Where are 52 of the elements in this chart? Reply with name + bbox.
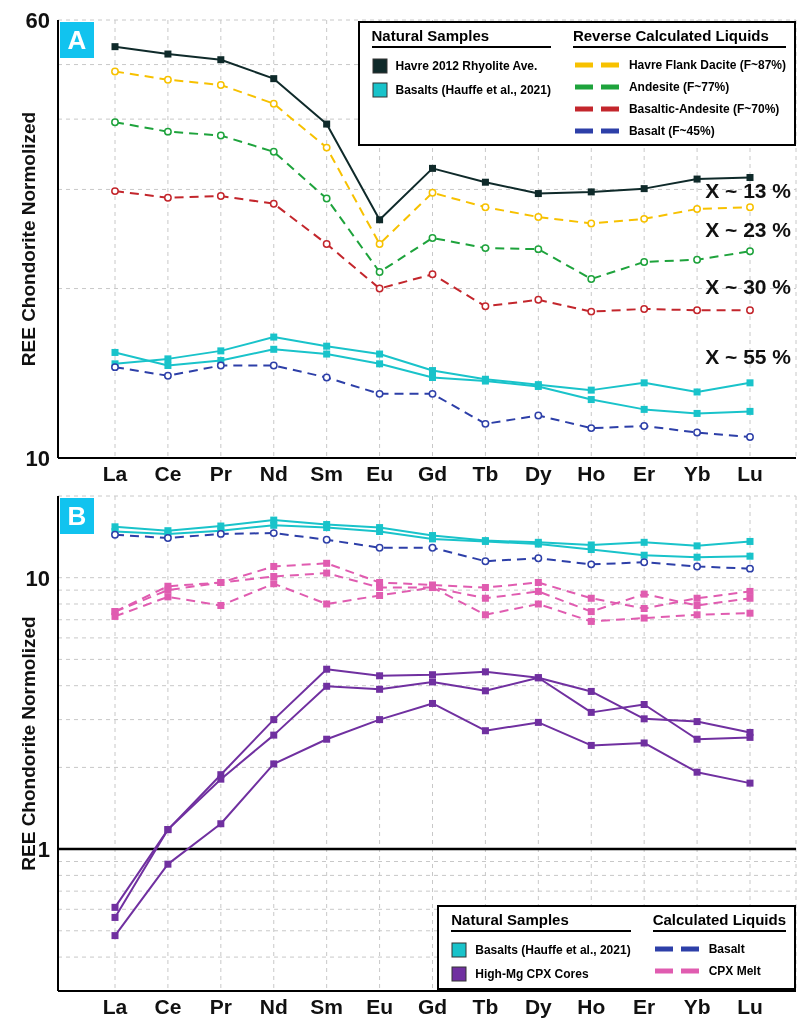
x-tick-label: Er bbox=[633, 461, 656, 485]
x-tick-label: Er bbox=[633, 994, 656, 1018]
annotation: Natural Samples bbox=[451, 911, 631, 932]
annotation: Reverse Calculated Liquids bbox=[572, 27, 786, 48]
x-tick-label: Ce bbox=[154, 994, 182, 1018]
legend-label: Havre Flank Dacite (F~87%) bbox=[628, 58, 786, 72]
legend-label: Basalts (Hauffe et al., 2021) bbox=[475, 943, 631, 957]
y-tick-label: 10 bbox=[25, 565, 50, 591]
y-tick-label: 10 bbox=[25, 445, 50, 471]
chart-title: B bbox=[60, 498, 94, 534]
y-tick-label: 60 bbox=[25, 7, 50, 33]
annotation: Calculated Liquids bbox=[652, 911, 786, 932]
annotation: Natural Samples bbox=[371, 27, 551, 48]
x-tick-label: Gd bbox=[417, 994, 448, 1018]
x-tick-label: Ho bbox=[577, 461, 606, 485]
y-tick-label: 1 bbox=[37, 836, 50, 862]
x-tick-label: Lu bbox=[737, 994, 763, 1018]
x-tick-label: Lu bbox=[737, 461, 763, 485]
x-tick-label: Ho bbox=[577, 994, 606, 1018]
legend-label: Basalts (Hauffe et al., 2021) bbox=[395, 83, 551, 97]
x-tick-label: Tb bbox=[472, 461, 499, 485]
x-tick-label: Eu bbox=[366, 994, 394, 1018]
x-tick-label: Pr bbox=[209, 461, 232, 485]
x-tick-label: Pr bbox=[209, 994, 232, 1018]
annotation: X ~ 23 % bbox=[705, 217, 791, 244]
y-axis-title: REE Chondorite Normolized bbox=[17, 111, 39, 367]
x-tick-label: Sm bbox=[310, 461, 344, 485]
x-tick-label: Tb bbox=[472, 994, 499, 1018]
legend-label: Basalt (F~45%) bbox=[628, 124, 715, 138]
x-tick-label: La bbox=[102, 994, 128, 1018]
annotation: X ~ 30 % bbox=[705, 274, 791, 301]
y-axis-title: REE Chondorite Normolized bbox=[17, 616, 39, 871]
x-tick-label: Ce bbox=[154, 461, 182, 485]
x-tick-label: Yb bbox=[683, 461, 711, 485]
legend-label: CPX Melt bbox=[708, 964, 761, 978]
x-tick-label: La bbox=[102, 461, 128, 485]
chart-title: A bbox=[60, 22, 94, 58]
legend-label: Andesite (F~77%) bbox=[628, 80, 730, 94]
x-tick-label: Eu bbox=[366, 461, 394, 485]
legend-label: High-Mg CPX Cores bbox=[475, 967, 589, 981]
x-tick-label: Gd bbox=[417, 461, 448, 485]
legend-label: Basaltic-Andesite (F~70%) bbox=[628, 102, 780, 116]
legend-label: Basalt bbox=[708, 942, 745, 956]
x-tick-label: Dy bbox=[524, 461, 553, 485]
x-tick-label: Sm bbox=[310, 994, 344, 1018]
x-tick-label: Dy bbox=[524, 994, 553, 1018]
annotation: X ~ 55 % bbox=[705, 344, 791, 371]
x-tick-label: Yb bbox=[683, 994, 711, 1018]
legend-label: Havre 2012 Rhyolite Ave. bbox=[395, 59, 538, 73]
annotation: X ~ 13 % bbox=[705, 177, 791, 204]
x-tick-label: Nd bbox=[259, 994, 288, 1018]
x-tick-label: Nd bbox=[259, 461, 288, 485]
